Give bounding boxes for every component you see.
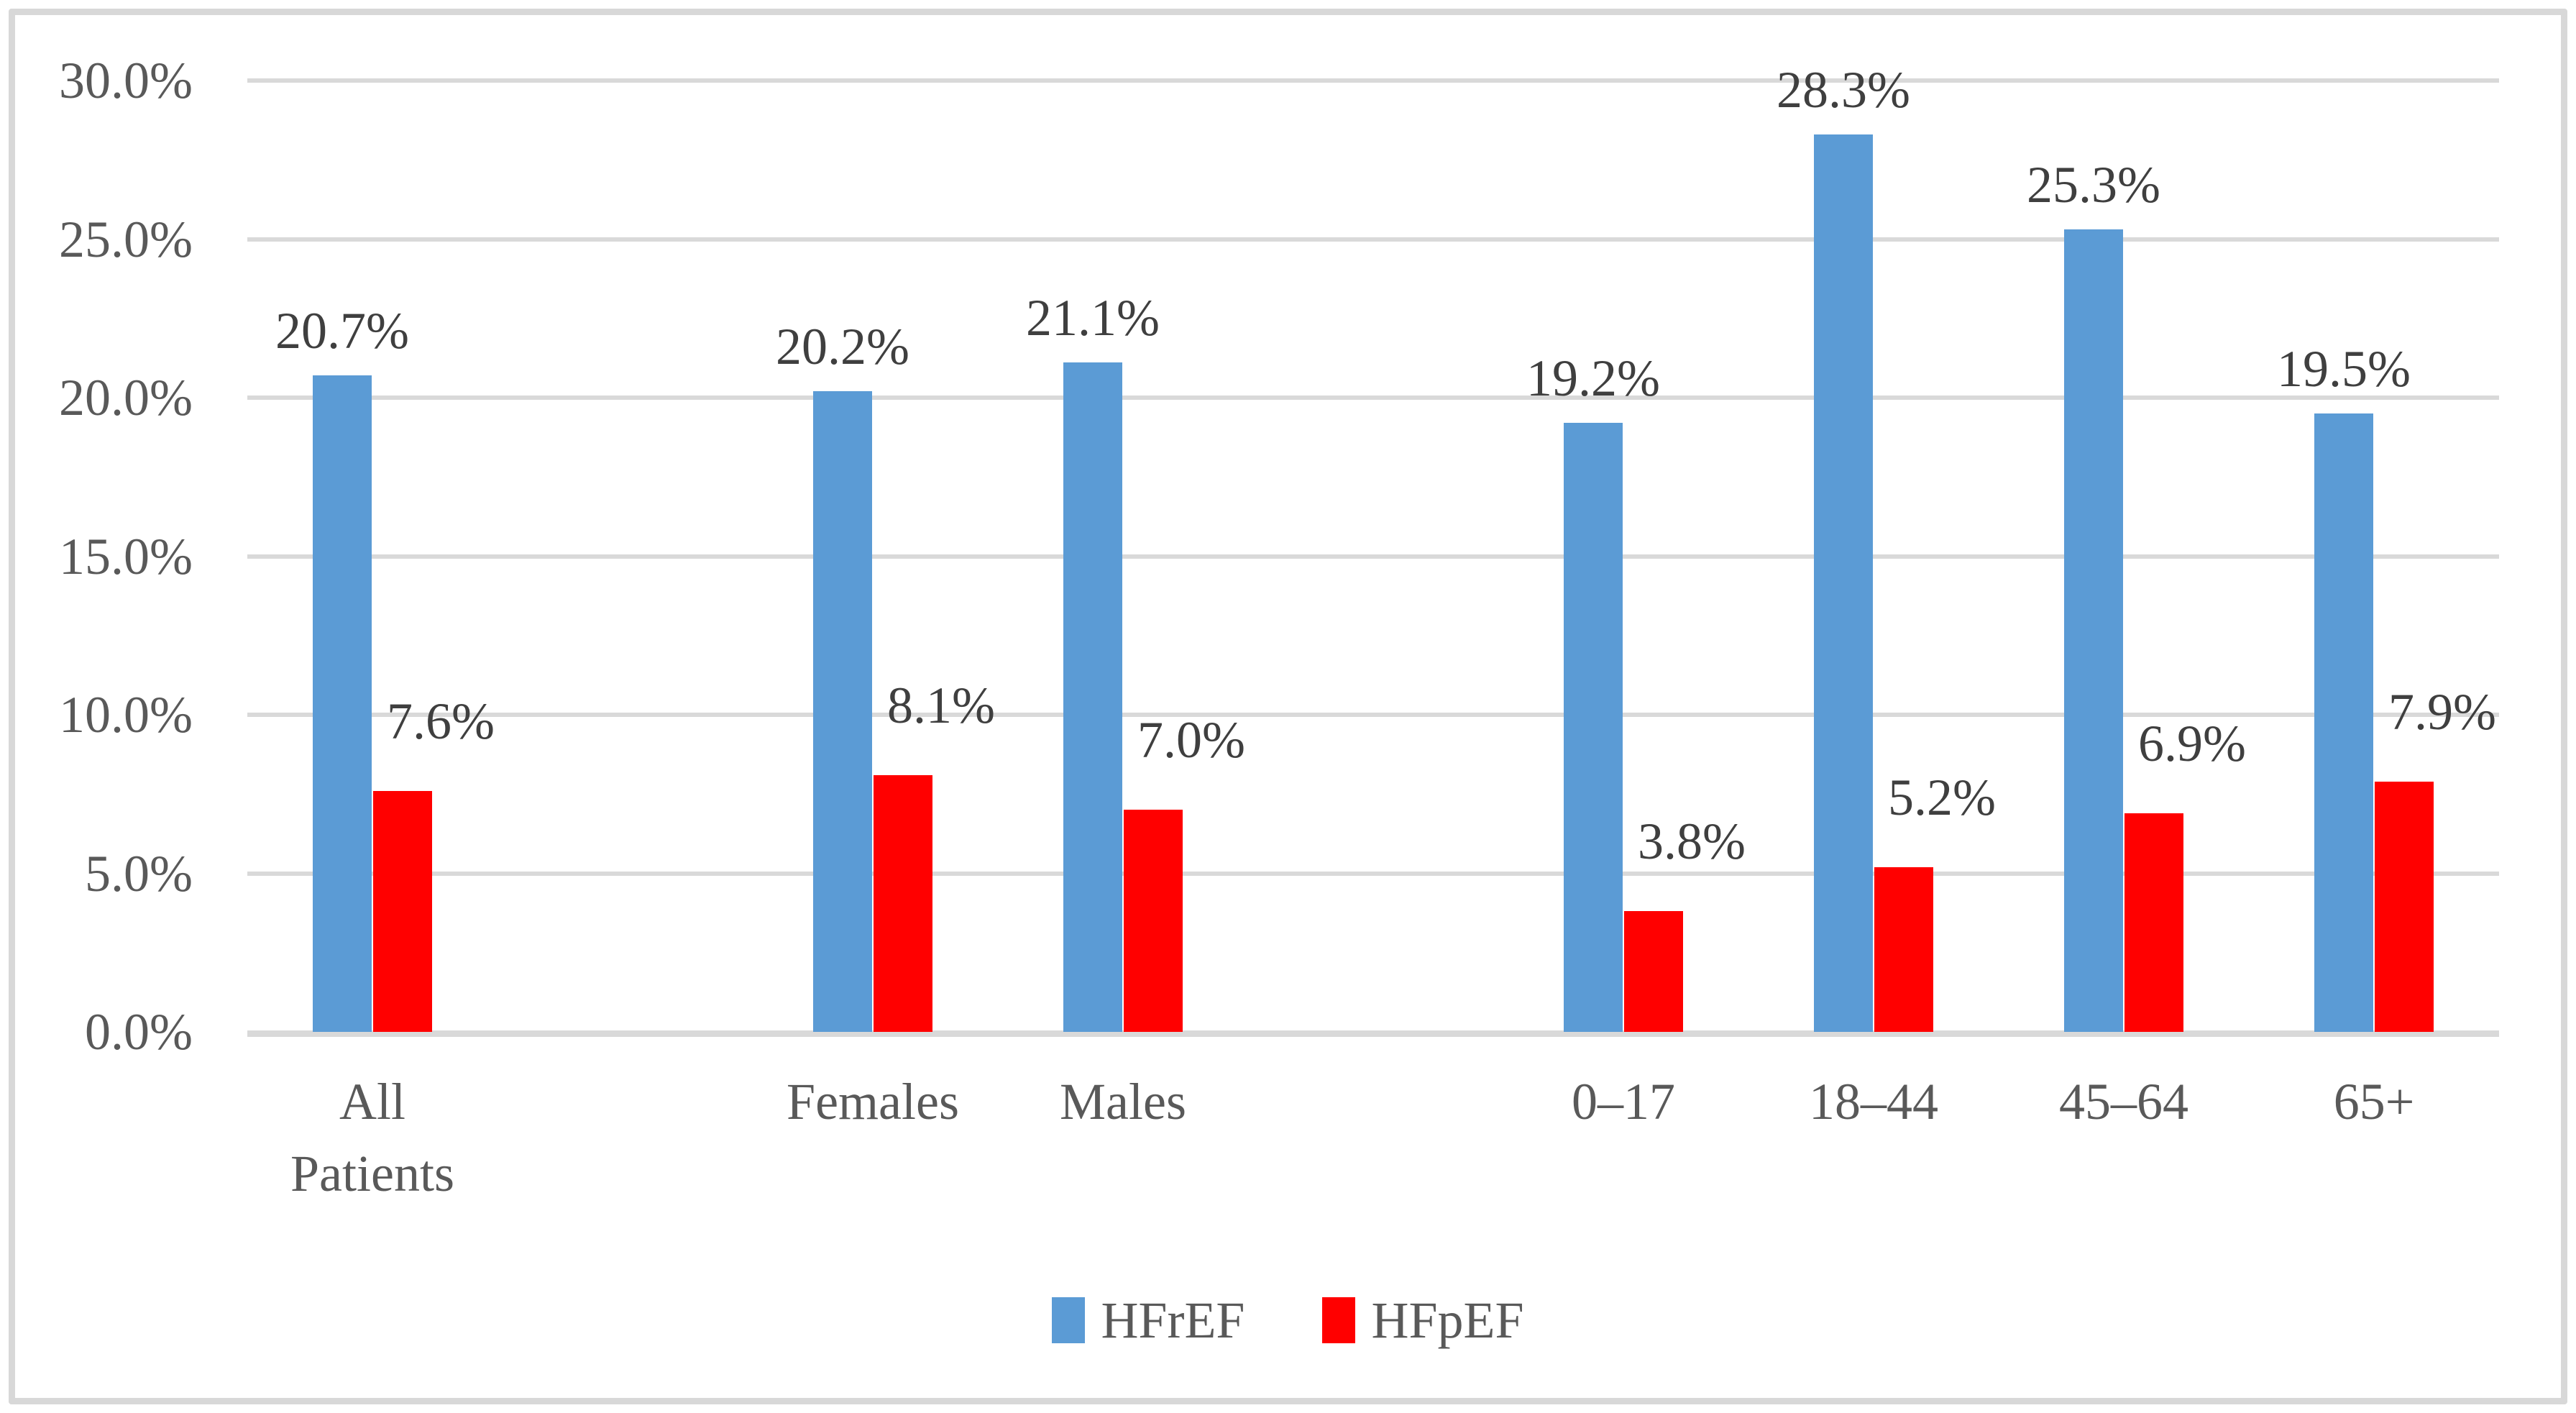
bar-hfpef-all-patients xyxy=(373,790,432,1032)
y-tick-label-25.0%: 25.0% xyxy=(59,210,193,268)
y-tick-label-15.0%: 15.0% xyxy=(59,527,193,585)
category-label-females: Females xyxy=(787,1073,959,1130)
data-label-hfref-45-64: 25.3% xyxy=(2027,156,2160,214)
data-label-hfpef-males: 7.0% xyxy=(1137,711,1245,769)
category-label-all-patients: All Patients xyxy=(290,1073,454,1202)
legend-entry-hfpef: HFpEF xyxy=(1322,1291,1524,1349)
bar-hfpef-45-64 xyxy=(2124,813,2183,1032)
bar-hfpef-65- xyxy=(2375,781,2434,1032)
category-label-males: Males xyxy=(1060,1073,1186,1130)
category-label-45-64: 45–64 xyxy=(2059,1073,2188,1130)
gridline-20.0% xyxy=(247,395,2499,400)
y-tick-label-20.0%: 20.0% xyxy=(59,369,193,426)
legend-swatch-hfref xyxy=(1052,1297,1086,1343)
data-label-hfref-females: 20.2% xyxy=(776,318,909,376)
data-label-hfref-0-17: 19.2% xyxy=(1526,349,1660,408)
gridline-30.0% xyxy=(247,78,2499,83)
bar-hfref-0-17 xyxy=(1564,423,1623,1032)
y-tick-label-5.0%: 5.0% xyxy=(85,844,193,902)
bar-hfref-all-patients xyxy=(313,375,372,1032)
data-label-hfref-all-patients: 20.7% xyxy=(275,302,409,360)
data-label-hfref-65-: 19.5% xyxy=(2277,340,2411,398)
x-axis-line xyxy=(247,1030,2499,1037)
chart-border xyxy=(9,9,2567,1404)
gridline-10.0% xyxy=(247,713,2499,717)
gridline-5.0% xyxy=(247,871,2499,876)
bar-hfref-18-44 xyxy=(1814,134,1873,1032)
bar-hfref-males xyxy=(1063,362,1122,1032)
data-label-hfpef-18-44: 5.2% xyxy=(1888,768,1996,826)
y-tick-label-10.0%: 10.0% xyxy=(59,686,193,744)
legend-label-hfpef: HFpEF xyxy=(1371,1291,1524,1349)
data-label-hfpef-females: 8.1% xyxy=(887,676,995,734)
category-label-0-17: 0–17 xyxy=(1572,1073,1675,1130)
data-label-hfpef-65-: 7.9% xyxy=(2388,682,2496,741)
gridline-25.0% xyxy=(247,237,2499,242)
data-label-hfpef-0-17: 3.8% xyxy=(1638,813,1746,871)
y-tick-label-30.0%: 30.0% xyxy=(59,52,193,109)
bar-hfpef-18-44 xyxy=(1874,866,1933,1032)
data-label-hfpef-all-patients: 7.6% xyxy=(387,692,495,750)
bar-hfpef-males xyxy=(1124,810,1183,1032)
bar-hfpef-females xyxy=(874,774,932,1032)
bar-hfref-females xyxy=(813,391,872,1032)
bar-hfref-45-64 xyxy=(2064,229,2123,1032)
bar-hfpef-0-17 xyxy=(1624,911,1683,1032)
data-label-hfref-18-44: 28.3% xyxy=(1777,60,1910,119)
category-label-65-: 65+ xyxy=(2333,1073,2415,1130)
data-label-hfref-males: 21.1% xyxy=(1026,289,1160,347)
legend-label-hfref: HFrEF xyxy=(1101,1291,1245,1349)
gridline-15.0% xyxy=(247,554,2499,559)
legend-entry-hfref: HFrEF xyxy=(1052,1291,1245,1349)
data-label-hfpef-45-64: 6.9% xyxy=(2138,714,2246,772)
category-label-18-44: 18–44 xyxy=(1809,1073,1938,1130)
legend-swatch-hfpef xyxy=(1322,1297,1356,1343)
y-tick-label-0.0%: 0.0% xyxy=(85,1003,193,1061)
bar-hfref-65- xyxy=(2314,413,2373,1032)
legend: HFrEF HFpEF xyxy=(0,1284,2576,1356)
